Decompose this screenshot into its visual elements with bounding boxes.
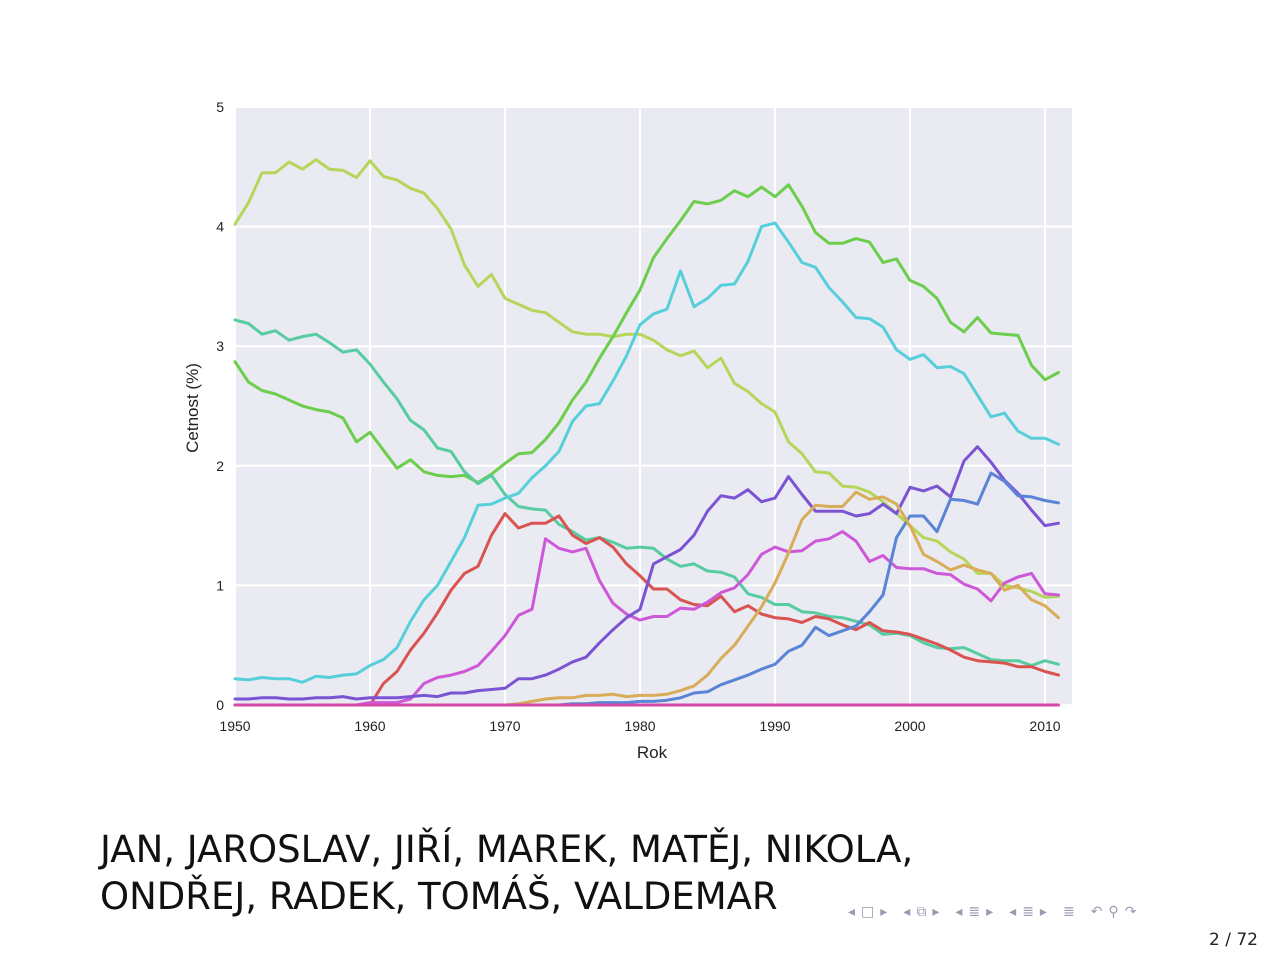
tick-labels: 1950 1960 1970 1980 1990 2000 2010 0 1 2 3 4 5 <box>216 99 1061 734</box>
next-subsection-icon[interactable]: ▸ <box>932 904 940 920</box>
page-number: 2 / 72 <box>1209 930 1258 950</box>
prev-appendix-icon[interactable]: ◂ <box>1009 904 1017 920</box>
series-lines <box>233 158 1060 707</box>
beamer-navigation: ◂ □ ▸ ◂ ⧉ ▸ ◂ ≣ ▸ ◂ ≣ ▸ ≣ ↶ ⚲ ↷ <box>848 900 1136 924</box>
x-tick-label: 1990 <box>759 718 790 734</box>
y-tick-label: 4 <box>216 219 224 235</box>
x-axis-title: Rok <box>637 743 668 762</box>
prev-section-icon[interactable]: ◂ <box>955 904 963 920</box>
section-icon[interactable]: ≣ <box>968 904 981 920</box>
series-line-4 <box>233 221 1060 684</box>
x-tick-label: 1970 <box>489 718 520 734</box>
x-tick-label: 1980 <box>624 718 655 734</box>
y-tick-label: 0 <box>216 697 224 713</box>
frame-icon[interactable]: □ <box>861 904 875 920</box>
y-tick-label: 2 <box>216 458 224 474</box>
x-tick-label: 1950 <box>219 718 250 734</box>
next-frame-icon[interactable]: ▸ <box>880 904 888 920</box>
x-tick-label: 2010 <box>1029 718 1060 734</box>
y-tick-label: 3 <box>216 338 224 354</box>
slide-caption: JAN, JAROSLAV, JIŘÍ, MAREK, MATĚJ, NIKOL… <box>100 826 913 920</box>
toc-icon[interactable]: ≣ <box>1062 904 1075 920</box>
series-line-7 <box>233 445 1060 701</box>
x-tick-label: 1960 <box>354 718 385 734</box>
y-axis-title: Cetnost (%) <box>183 363 202 453</box>
next-section-icon[interactable]: ▸ <box>986 904 994 920</box>
caption-line-1: JAN, JAROSLAV, JIŘÍ, MAREK, MATĚJ, NIKOL… <box>100 828 914 871</box>
line-chart: 1950 1960 1970 1980 1990 2000 2010 0 1 2 3 4 5 Rok C… <box>183 99 1072 762</box>
y-tick-label: 5 <box>216 99 224 115</box>
prev-subsection-icon[interactable]: ◂ <box>903 904 911 920</box>
undo-icon[interactable]: ↶ <box>1090 904 1103 920</box>
series-line-1 <box>233 158 1060 599</box>
y-tick-label: 1 <box>216 577 224 593</box>
series-line-2 <box>233 183 1060 484</box>
next-appendix-icon[interactable]: ▸ <box>1039 904 1047 920</box>
caption-line-2: ONDŘEJ, RADEK, TOMÁŠ, VALDEMAR <box>100 875 778 918</box>
prev-frame-icon[interactable]: ◂ <box>848 904 856 920</box>
plot-background <box>236 107 1072 705</box>
redo-icon[interactable]: ↷ <box>1124 904 1137 920</box>
x-tick-label: 2000 <box>894 718 925 734</box>
search-icon[interactable]: ⚲ <box>1108 904 1119 920</box>
appendix-icon[interactable]: ≣ <box>1022 904 1034 920</box>
subsection-icon[interactable]: ⧉ <box>916 904 927 920</box>
series-line-3 <box>233 318 1060 667</box>
series-line-6 <box>233 530 1060 707</box>
